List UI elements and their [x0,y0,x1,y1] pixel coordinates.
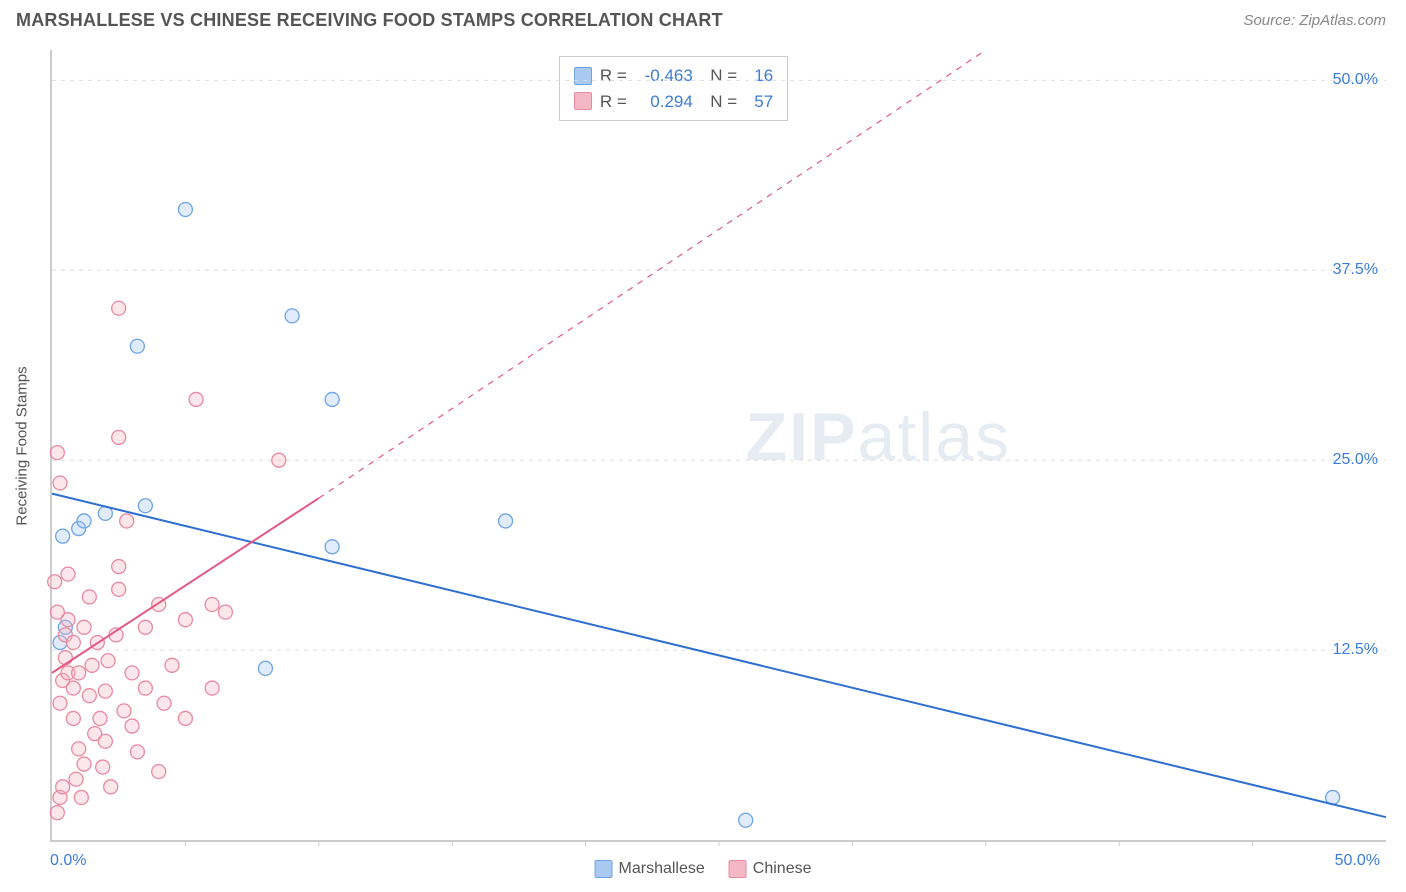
x-axis-max-label: 50.0% [1335,852,1380,870]
x-axis-min-label: 0.0% [50,852,86,870]
y-axis-label: Receiving Food Stamps [14,366,31,525]
legend-label: Chinese [753,860,812,878]
y-tick-label: 25.0% [1333,451,1378,469]
legend-item: Marshallese [595,860,705,878]
plot-svg [52,50,1386,840]
chart-title: MARSHALLESE VS CHINESE RECEIVING FOOD ST… [16,10,723,31]
legend-label: Marshallese [619,860,705,878]
y-tick-label: 37.5% [1333,261,1378,279]
legend-swatch [729,860,747,878]
legend-swatch [595,860,613,878]
plot-area: R = -0.463 N = 16 R = 0.294 N = 57 ZIPat… [50,50,1386,842]
y-tick-label: 50.0% [1333,71,1378,89]
chart-source: Source: ZipAtlas.com [1243,12,1386,29]
chart-header: MARSHALLESE VS CHINESE RECEIVING FOOD ST… [0,0,1406,37]
legend: Marshallese Chinese [595,860,812,878]
legend-item: Chinese [729,860,812,878]
y-tick-label: 12.5% [1333,641,1378,659]
